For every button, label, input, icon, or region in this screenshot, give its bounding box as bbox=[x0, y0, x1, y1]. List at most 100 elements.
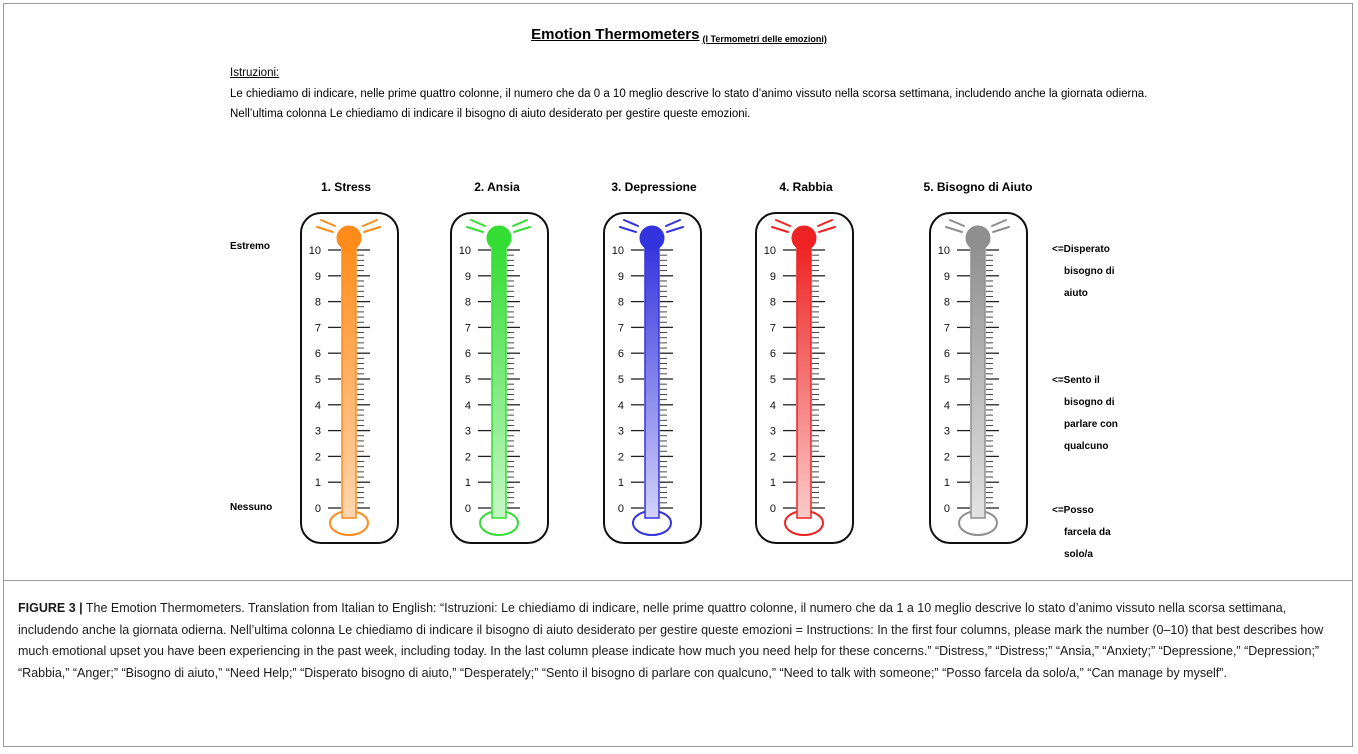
scale-number: 7 bbox=[770, 322, 776, 334]
right-note-line: aiuto bbox=[1064, 288, 1088, 299]
instructions-heading: Istruzioni: bbox=[230, 67, 280, 79]
glow-ray bbox=[362, 219, 378, 227]
scale-number: 2 bbox=[618, 451, 624, 463]
scale-number: 7 bbox=[315, 322, 321, 334]
scale-number: 8 bbox=[770, 297, 776, 309]
figure-caption-text: The Emotion Thermometers. Translation fr… bbox=[18, 601, 1324, 680]
scale-number: 8 bbox=[618, 297, 624, 309]
glow-ray bbox=[316, 226, 334, 233]
scale-number: 7 bbox=[618, 322, 624, 334]
scale-number: 8 bbox=[315, 297, 321, 309]
thermometer-title-depressione: 3. Depressione bbox=[611, 180, 697, 194]
scale-number: 5 bbox=[315, 374, 321, 386]
figure-frame bbox=[3, 3, 1353, 747]
glow-ray bbox=[513, 226, 531, 233]
scale-number: 9 bbox=[944, 271, 950, 283]
thermometer-tube bbox=[644, 241, 660, 519]
glow-ray bbox=[512, 219, 528, 227]
thermometer-top-bulb bbox=[791, 225, 817, 251]
glow-ray bbox=[945, 226, 963, 233]
scale-number: 6 bbox=[944, 348, 950, 360]
instructions-body: Le chiediamo di indicare, nelle prime qu… bbox=[230, 88, 1148, 120]
scale-number: 9 bbox=[465, 271, 471, 283]
scale-number: 9 bbox=[618, 271, 624, 283]
scale-number: 4 bbox=[315, 400, 321, 412]
thermometer-top-bulb bbox=[639, 225, 665, 251]
thermometer-top-bulb bbox=[965, 225, 991, 251]
scale-number: 0 bbox=[618, 503, 624, 515]
thermometer-1: 0 1 2 3 4 5 6 7 8 9 10 bbox=[300, 212, 399, 544]
right-note-line: bisogno di bbox=[1064, 266, 1115, 277]
scale-number: 3 bbox=[618, 426, 624, 438]
scale-number: 1 bbox=[315, 477, 321, 489]
scale-number: 3 bbox=[465, 426, 471, 438]
scale-number: 5 bbox=[770, 374, 776, 386]
scale-number: 4 bbox=[944, 400, 950, 412]
scale-number: 0 bbox=[944, 503, 950, 515]
scale-number: 2 bbox=[770, 451, 776, 463]
right-note-line: <=Posso bbox=[1052, 505, 1094, 516]
glow-ray bbox=[771, 226, 789, 233]
scale-number: 4 bbox=[618, 400, 624, 412]
thermometer-top-bulb bbox=[336, 225, 362, 251]
thermometer-title-rabbia: 4. Rabbia bbox=[779, 180, 833, 194]
glow-ray bbox=[818, 226, 836, 233]
right-note-line: <=Disperato bbox=[1052, 244, 1110, 255]
thermometers-graphic: 0123456789100123456789100123456789100123… bbox=[300, 212, 1028, 544]
glow-ray bbox=[665, 219, 681, 227]
scale-number: 9 bbox=[770, 271, 776, 283]
glow-ray bbox=[991, 219, 1007, 227]
glow-ray bbox=[992, 226, 1010, 233]
figure-caption: FIGURE 3 | The Emotion Thermometers. Tra… bbox=[18, 598, 1338, 684]
scale-number: 2 bbox=[315, 451, 321, 463]
scale-number: 6 bbox=[770, 348, 776, 360]
scale-number: 3 bbox=[770, 426, 776, 438]
scale-extreme-label: Estremo bbox=[230, 241, 271, 252]
thermometer-3: 0 1 2 3 4 5 6 7 8 9 10 bbox=[603, 212, 702, 544]
scale-number: 5 bbox=[618, 374, 624, 386]
caption-divider bbox=[3, 580, 1353, 581]
scale-number: 2 bbox=[944, 451, 950, 463]
scale-number: 5 bbox=[944, 374, 950, 386]
thermometer-5: 0 1 2 3 4 5 6 7 8 9 10 bbox=[929, 212, 1028, 544]
scale-number: 4 bbox=[465, 400, 471, 412]
glow-ray bbox=[949, 219, 965, 227]
scale-number: 6 bbox=[618, 348, 624, 360]
scale-number: 1 bbox=[618, 477, 624, 489]
glow-ray bbox=[470, 219, 486, 227]
thermometer-title-aiuto: 5. Bisogno di Aiuto bbox=[923, 180, 1033, 194]
thermometer-tube bbox=[970, 241, 986, 519]
right-note-talk: <=Sento il bisogno di parlare con qualcu… bbox=[1052, 370, 1118, 458]
scale-number: 3 bbox=[315, 426, 321, 438]
right-note-line: qualcuno bbox=[1064, 441, 1109, 452]
scale-number: 7 bbox=[944, 322, 950, 334]
glow-ray bbox=[363, 226, 381, 233]
scale-number: 1 bbox=[944, 477, 950, 489]
scale-number: 1 bbox=[465, 477, 471, 489]
right-note-desperate: <=Disperato bisogno di aiuto bbox=[1052, 239, 1115, 305]
scale-number: 8 bbox=[465, 297, 471, 309]
right-note-line: parlare con bbox=[1064, 419, 1118, 430]
thermometer-tube bbox=[341, 241, 357, 519]
scale-number: 2 bbox=[465, 451, 471, 463]
right-note-line: solo/a bbox=[1064, 549, 1093, 560]
scale-none-label: Nessuno bbox=[230, 502, 273, 513]
scale-number: 0 bbox=[315, 503, 321, 515]
thermometer-tube bbox=[796, 241, 812, 519]
scale-number: 10 bbox=[459, 245, 471, 257]
scale-number: 8 bbox=[944, 297, 950, 309]
form-title-subtitle: (I Termometri delle emozioni) bbox=[702, 34, 827, 44]
scale-number: 6 bbox=[465, 348, 471, 360]
glow-ray bbox=[666, 226, 684, 233]
thermometer-title-ansia: 2. Ansia bbox=[474, 180, 520, 194]
scale-number: 1 bbox=[770, 477, 776, 489]
figure-caption-label: FIGURE 3 | bbox=[18, 601, 83, 615]
glow-ray bbox=[320, 219, 336, 227]
thermometer-2: 0 1 2 3 4 5 6 7 8 9 10 bbox=[450, 212, 549, 544]
right-note-line: bisogno di bbox=[1064, 397, 1115, 408]
scale-number: 10 bbox=[938, 245, 950, 257]
scale-number: 9 bbox=[315, 271, 321, 283]
scale-number: 6 bbox=[315, 348, 321, 360]
scale-number: 7 bbox=[465, 322, 471, 334]
scale-number: 3 bbox=[944, 426, 950, 438]
